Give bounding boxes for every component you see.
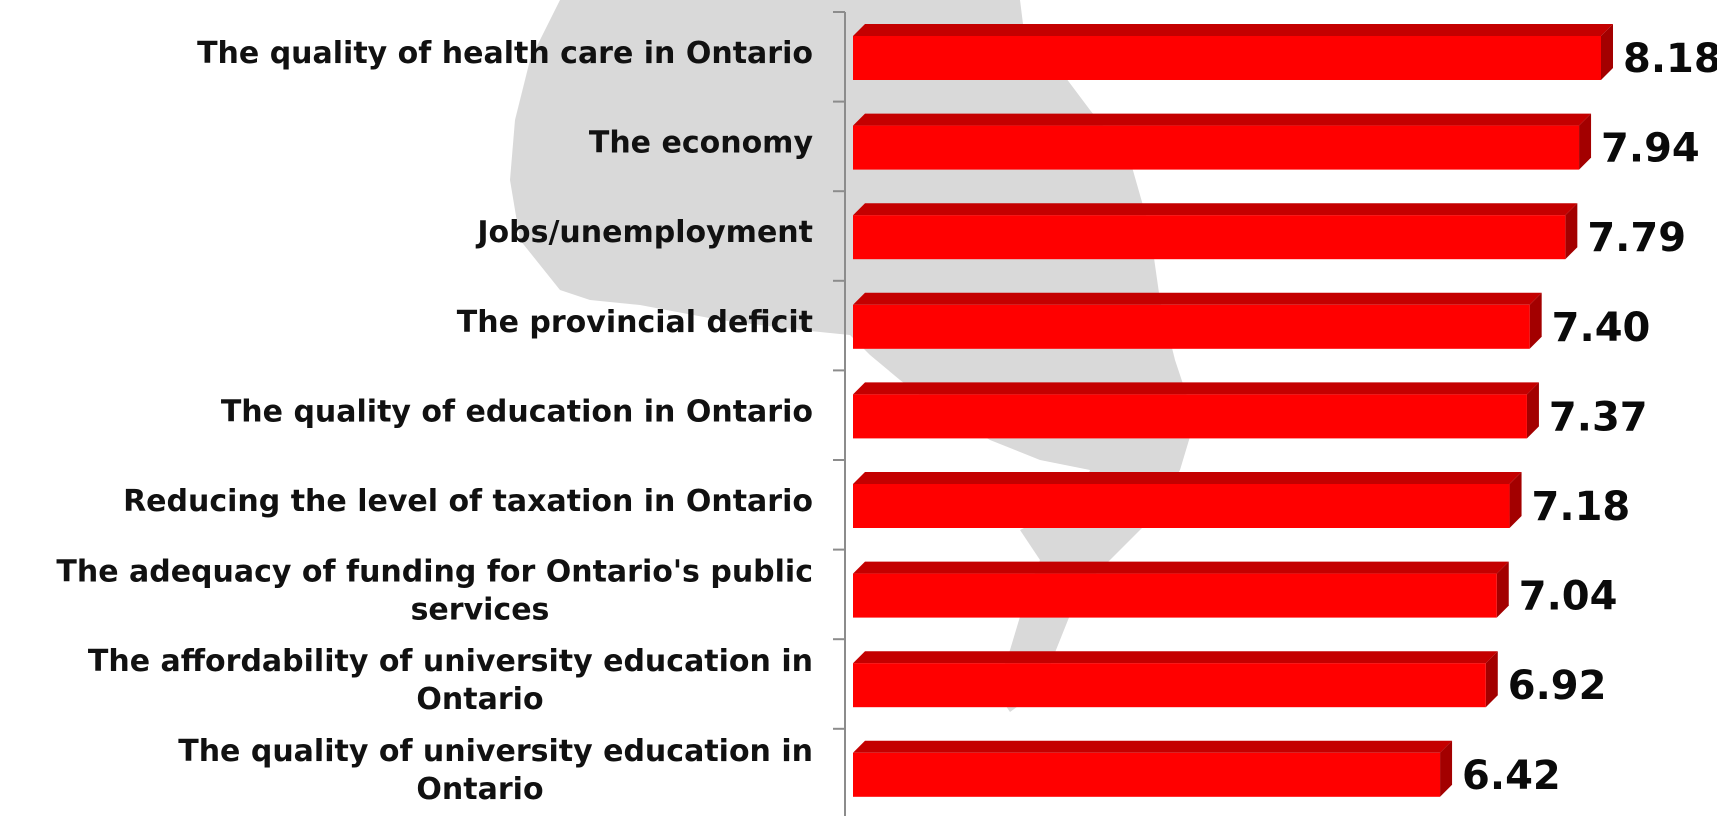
bar-side-face bbox=[1526, 382, 1539, 439]
category-label: The quality of health care in Ontario bbox=[197, 36, 813, 71]
category-label-line: The affordability of university educatio… bbox=[88, 644, 813, 679]
bar-side-face bbox=[1485, 651, 1498, 708]
value-label: 6.92 bbox=[1508, 663, 1607, 709]
category-label: The economy bbox=[589, 126, 814, 161]
bar-top-face bbox=[853, 382, 1539, 395]
bar bbox=[853, 125, 1580, 170]
bar-side-face bbox=[1579, 113, 1592, 170]
value-labels: 8.18 7.94 7.79 7.40 7.37 7.18 7.04 6.92 6.42 bbox=[1462, 36, 1717, 799]
bar bbox=[853, 215, 1566, 260]
category-label: The adequacy of funding for Ontario's pu… bbox=[56, 555, 813, 628]
ontario-map-background bbox=[510, 0, 1195, 712]
value-label: 7.94 bbox=[1601, 126, 1700, 172]
bar-top-face bbox=[853, 651, 1498, 664]
category-label-line: services bbox=[411, 593, 550, 628]
value-label: 8.18 bbox=[1623, 36, 1717, 82]
bar bbox=[853, 304, 1530, 349]
bar-top-face bbox=[853, 113, 1592, 126]
category-label-line: Ontario bbox=[416, 682, 543, 717]
category-label: The affordability of university educatio… bbox=[88, 644, 813, 717]
value-label: 7.79 bbox=[1587, 215, 1686, 261]
category-label: The provincial deficit bbox=[457, 305, 813, 340]
bar-side-face bbox=[1565, 203, 1578, 260]
category-labels: The quality of health care in Ontario The… bbox=[56, 36, 813, 807]
category-label: Reducing the level of taxation in Ontari… bbox=[123, 484, 813, 519]
bar-side-face bbox=[1529, 292, 1542, 349]
bar-top-face bbox=[853, 203, 1578, 216]
bar-side-face bbox=[1601, 24, 1613, 80]
category-label-line: Ontario bbox=[416, 772, 543, 807]
category-label: The quality of university education in On… bbox=[178, 734, 813, 807]
bar bbox=[853, 484, 1510, 528]
bar-side-face bbox=[1496, 561, 1509, 618]
bar-top-face bbox=[853, 292, 1542, 305]
category-label: The quality of education in Ontario bbox=[221, 394, 813, 429]
bars-group bbox=[853, 24, 1613, 797]
value-label: 7.04 bbox=[1519, 574, 1618, 620]
value-label: 7.18 bbox=[1532, 484, 1631, 530]
bar-side-face bbox=[1509, 472, 1522, 528]
bar-top-face bbox=[853, 24, 1613, 36]
category-label-line: The adequacy of funding for Ontario's pu… bbox=[56, 555, 813, 590]
value-label: 7.37 bbox=[1549, 394, 1648, 440]
bar-side-face bbox=[1440, 740, 1453, 797]
bar bbox=[853, 752, 1441, 797]
bar-top-face bbox=[853, 740, 1453, 753]
bar bbox=[853, 573, 1497, 618]
y-axis bbox=[833, 11, 846, 816]
value-label: 6.42 bbox=[1462, 753, 1561, 799]
bar-top-face bbox=[853, 472, 1522, 484]
category-label: Jobs/unemployment bbox=[475, 215, 813, 250]
bar bbox=[853, 36, 1601, 80]
bar bbox=[853, 663, 1486, 708]
bar-top-face bbox=[853, 561, 1509, 574]
bar bbox=[853, 394, 1527, 439]
value-label: 7.40 bbox=[1552, 305, 1651, 351]
category-label-line: The quality of university education in bbox=[178, 734, 813, 769]
